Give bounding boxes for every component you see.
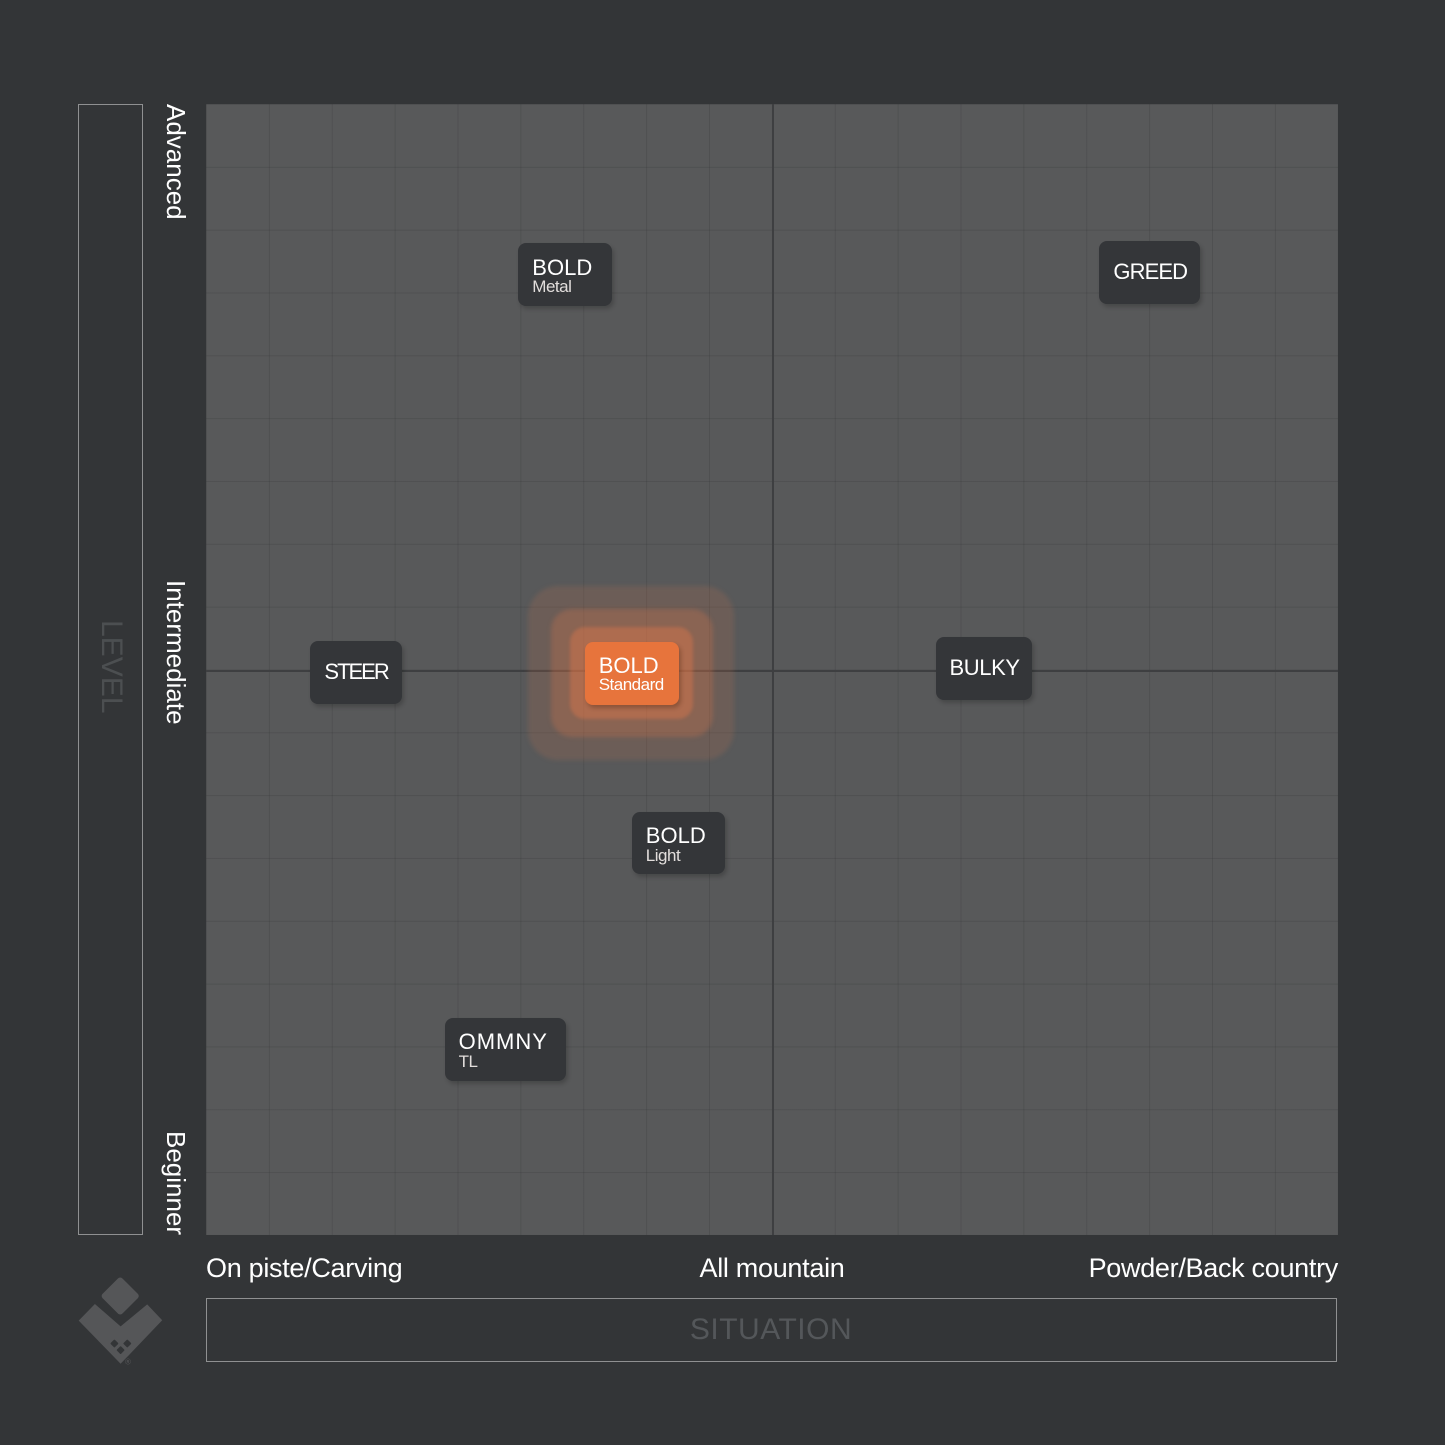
svg-text:®: ® (125, 1358, 131, 1367)
